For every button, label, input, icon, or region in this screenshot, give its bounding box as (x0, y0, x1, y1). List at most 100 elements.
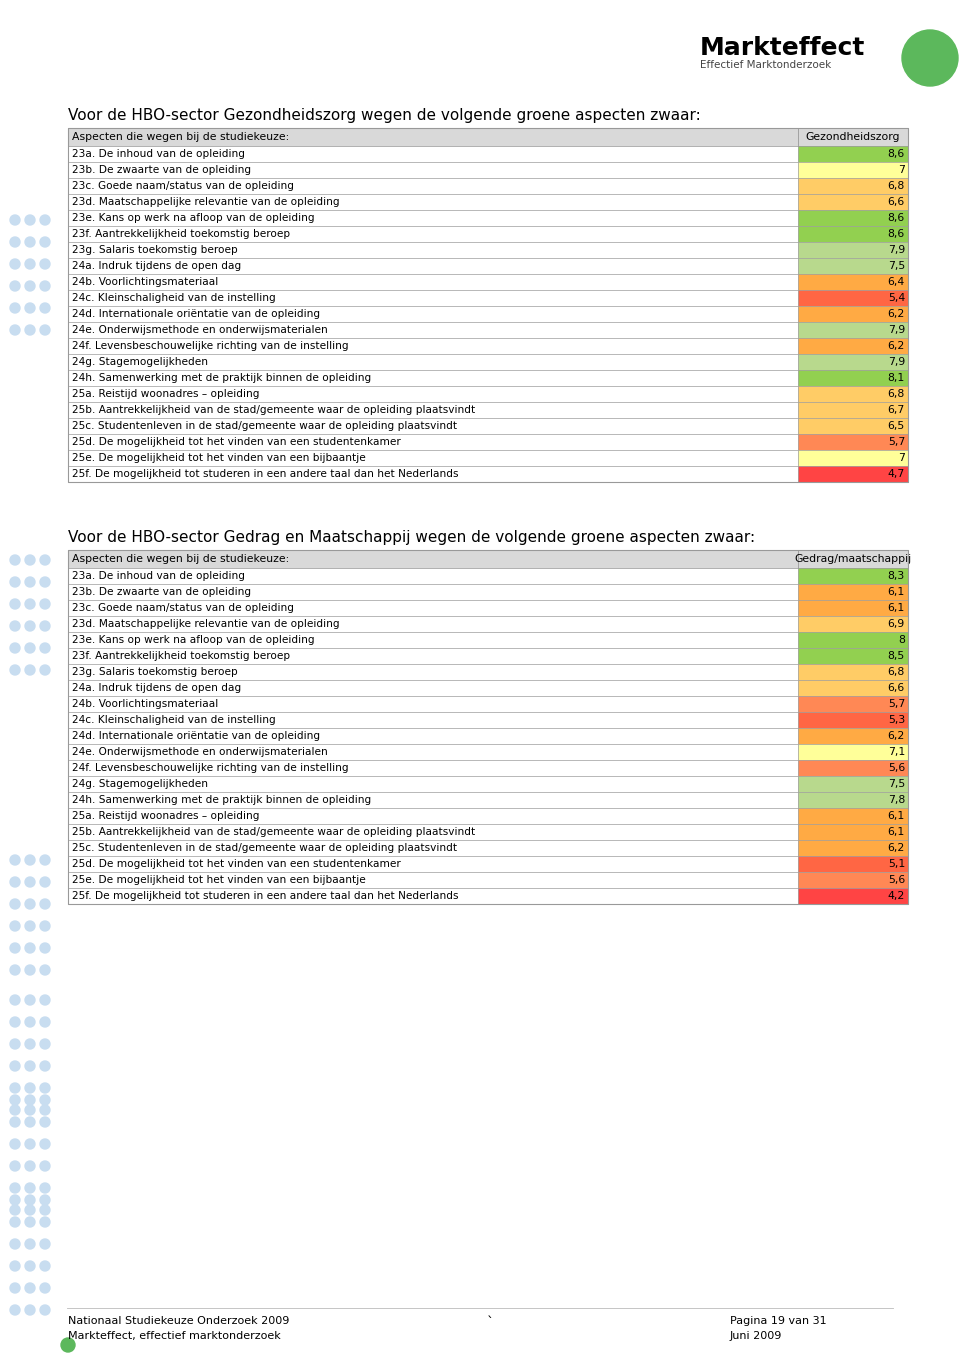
Circle shape (25, 643, 35, 653)
Bar (798, 258, 908, 275)
Text: 23e. Kans op werk na afloop van de opleiding: 23e. Kans op werk na afloop van de oplei… (72, 635, 315, 645)
Text: 8,5: 8,5 (888, 652, 905, 661)
Bar (68, 128, 908, 146)
Text: 7,9: 7,9 (888, 245, 905, 255)
Bar (798, 194, 908, 210)
Circle shape (10, 281, 20, 291)
Bar (798, 434, 908, 449)
Text: 24a. Indruk tijdens de open dag: 24a. Indruk tijdens de open dag (72, 261, 241, 270)
Circle shape (25, 555, 35, 566)
Circle shape (40, 622, 50, 631)
Bar (68, 664, 798, 680)
Text: 25a. Reistijd woonadres – opleiding: 25a. Reistijd woonadres – opleiding (72, 389, 259, 399)
Text: Gezondheidszorg: Gezondheidszorg (805, 133, 900, 142)
Circle shape (25, 855, 35, 865)
Bar (68, 402, 798, 418)
Circle shape (40, 325, 50, 335)
Circle shape (25, 665, 35, 675)
Bar (68, 872, 798, 888)
Circle shape (25, 1305, 35, 1315)
Bar (68, 225, 798, 242)
Bar (68, 824, 798, 840)
Text: 5,7: 5,7 (888, 437, 905, 447)
Bar (798, 568, 908, 585)
Circle shape (25, 1040, 35, 1049)
Text: 25b. Aantrekkelijkheid van de stad/gemeente waar de opleiding plaatsvindt: 25b. Aantrekkelijkheid van de stad/gemee… (72, 826, 475, 837)
Text: 23f. Aantrekkelijkheid toekomstig beroep: 23f. Aantrekkelijkheid toekomstig beroep (72, 229, 290, 239)
Circle shape (10, 1105, 20, 1115)
Text: 6,8: 6,8 (888, 389, 905, 399)
Bar (798, 418, 908, 434)
Text: 6,6: 6,6 (888, 197, 905, 208)
Text: 5,6: 5,6 (888, 764, 905, 773)
Circle shape (40, 1161, 50, 1171)
Text: 23c. Goede naam/status van de opleiding: 23c. Goede naam/status van de opleiding (72, 602, 294, 613)
Circle shape (25, 236, 35, 247)
Bar (798, 632, 908, 647)
Circle shape (25, 303, 35, 313)
Bar (68, 258, 798, 275)
Circle shape (40, 1183, 50, 1193)
Circle shape (25, 622, 35, 631)
Bar (798, 759, 908, 776)
Circle shape (40, 1105, 50, 1115)
Text: 23g. Salaris toekomstig beroep: 23g. Salaris toekomstig beroep (72, 245, 238, 255)
Circle shape (10, 943, 20, 953)
Text: 6,1: 6,1 (888, 602, 905, 613)
Text: 6,1: 6,1 (888, 826, 905, 837)
Bar (798, 322, 908, 337)
Bar (798, 680, 908, 697)
Bar (798, 163, 908, 178)
Circle shape (25, 899, 35, 908)
Text: 24h. Samenwerking met de praktijk binnen de opleiding: 24h. Samenwerking met de praktijk binnen… (72, 795, 372, 805)
Text: 24f. Levensbeschouwelijke richting van de instelling: 24f. Levensbeschouwelijke richting van d… (72, 764, 348, 773)
Circle shape (40, 665, 50, 675)
Circle shape (10, 1283, 20, 1294)
Text: 6,4: 6,4 (888, 277, 905, 287)
Bar (68, 809, 798, 824)
Text: 24c. Kleinschaligheid van de instelling: 24c. Kleinschaligheid van de instelling (72, 714, 276, 725)
Circle shape (25, 281, 35, 291)
Bar (798, 647, 908, 664)
Circle shape (40, 994, 50, 1005)
Circle shape (25, 1139, 35, 1149)
Circle shape (902, 30, 958, 86)
Bar (68, 680, 798, 697)
Circle shape (25, 576, 35, 587)
Circle shape (10, 1261, 20, 1270)
Circle shape (10, 855, 20, 865)
Circle shape (40, 236, 50, 247)
Text: 6,2: 6,2 (888, 731, 905, 740)
Text: 25d. De mogelijkheid tot het vinden van een studentenkamer: 25d. De mogelijkheid tot het vinden van … (72, 437, 400, 447)
Circle shape (40, 1261, 50, 1270)
Bar (68, 210, 798, 225)
Bar (798, 728, 908, 744)
Bar (798, 225, 908, 242)
Text: 6,2: 6,2 (888, 309, 905, 320)
Circle shape (25, 1117, 35, 1127)
Circle shape (25, 1183, 35, 1193)
Text: 24g. Stagemogelijkheden: 24g. Stagemogelijkheden (72, 779, 208, 790)
Text: 24c. Kleinschaligheid van de instelling: 24c. Kleinschaligheid van de instelling (72, 292, 276, 303)
Bar (68, 632, 798, 647)
Circle shape (40, 281, 50, 291)
Bar (68, 306, 798, 322)
Bar (798, 809, 908, 824)
Text: Markteffect: Markteffect (700, 36, 865, 60)
Text: `: ` (487, 1315, 493, 1330)
Bar (68, 387, 798, 402)
Text: 7: 7 (899, 165, 905, 175)
Circle shape (25, 1096, 35, 1105)
Circle shape (40, 214, 50, 225)
Bar (798, 354, 908, 370)
Circle shape (10, 214, 20, 225)
Circle shape (10, 1239, 20, 1249)
Text: 23d. Maatschappelijke relevantie van de opleiding: 23d. Maatschappelijke relevantie van de … (72, 197, 340, 208)
Text: 25c. Studentenleven in de stad/gemeente waar de opleiding plaatsvindt: 25c. Studentenleven in de stad/gemeente … (72, 421, 457, 432)
Text: 24f. Levensbeschouwelijke richting van de instelling: 24f. Levensbeschouwelijke richting van d… (72, 342, 348, 351)
Circle shape (40, 921, 50, 932)
Text: 6,8: 6,8 (888, 182, 905, 191)
Circle shape (40, 877, 50, 887)
Circle shape (10, 1018, 20, 1027)
Bar (68, 744, 798, 759)
